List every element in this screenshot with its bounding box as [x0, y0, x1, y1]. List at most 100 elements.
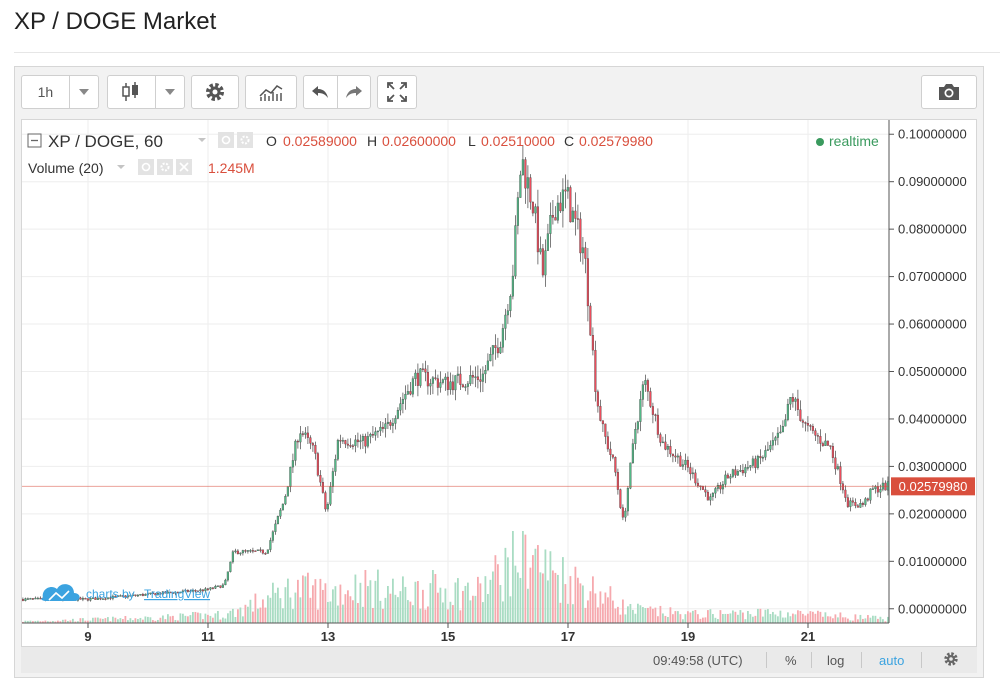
candle-body [721, 484, 724, 490]
candle-body [496, 347, 499, 354]
gear-icon[interactable] [157, 159, 173, 175]
price-tick-label: 0.07000000 [898, 269, 967, 284]
candle-body [171, 592, 174, 594]
price-axis-bg[interactable] [889, 120, 976, 646]
volume-bar [414, 581, 417, 623]
volume-bar [134, 618, 137, 623]
candle-body [726, 474, 729, 479]
candle-body [309, 437, 312, 444]
volume-bar [94, 617, 97, 623]
price-tick-label: 0.06000000 [898, 317, 967, 332]
camera-icon[interactable] [922, 76, 976, 108]
redo-icon[interactable] [336, 76, 370, 108]
candle-body [719, 485, 722, 490]
candle-body [641, 384, 644, 400]
volume-bar [157, 619, 159, 623]
volume-bar [52, 620, 54, 623]
candle-body [831, 446, 834, 458]
gear-icon[interactable] [192, 76, 238, 108]
volume-bar [879, 616, 882, 623]
candle-body [329, 486, 332, 505]
candle-body [636, 421, 639, 430]
gear-icon[interactable] [237, 132, 253, 148]
candle-body [236, 550, 239, 555]
candle-body [841, 483, 844, 491]
candlestick-icon[interactable] [108, 76, 155, 108]
volume-bar [302, 575, 304, 623]
close-icon-glyph [179, 162, 189, 172]
candle-body [469, 375, 472, 384]
candle-body [591, 335, 594, 351]
candle-body [84, 598, 87, 600]
chevron-down-icon[interactable] [198, 138, 206, 142]
fullscreen-icon[interactable] [378, 76, 416, 108]
tradingview-watermark[interactable]: charts by TradingView [41, 584, 210, 601]
volume-bar [212, 617, 214, 623]
price-chart[interactable]: 0.10000000 0.09000000 0.08000000 0.07000000… [21, 120, 976, 646]
volume-bar [884, 621, 887, 623]
candle-body [476, 376, 479, 380]
candle-body [261, 549, 264, 554]
chart-area[interactable]: 0.10000000 0.09000000 0.08000000 0.07000000… [21, 119, 977, 647]
candle-body [286, 486, 289, 497]
candle-body [304, 432, 307, 435]
volume-bar [757, 608, 759, 623]
candle-body [249, 550, 252, 552]
candle-body [254, 550, 257, 552]
volume-bar [389, 593, 392, 623]
time-axis[interactable]: 9 11 13 15 17 19 21 [84, 623, 815, 644]
volume-bar [647, 607, 649, 623]
candle-body [161, 591, 164, 595]
indicators-icon[interactable] [246, 76, 296, 108]
price-axis[interactable]: 0.10000000 0.09000000 0.08000000 0.07000000… [889, 127, 967, 617]
candle-body [146, 593, 149, 595]
gear-icon[interactable] [943, 651, 959, 670]
eye-icon[interactable] [138, 159, 154, 175]
volume-bar [734, 611, 737, 623]
candle-body [876, 486, 879, 493]
candle-body [426, 372, 429, 387]
volume-bar [629, 603, 632, 623]
chevron-down-icon[interactable] [68, 76, 98, 108]
volume-bar [24, 620, 27, 623]
volume-bar [379, 600, 382, 623]
volume-bar [722, 614, 724, 623]
undo-icon[interactable] [304, 76, 337, 108]
log-scale-button[interactable]: log [827, 653, 845, 668]
candle-body [776, 432, 779, 438]
candle-body [596, 391, 599, 407]
chevron-down-icon[interactable] [117, 165, 125, 169]
status-divider [766, 652, 767, 668]
candle-body [31, 598, 34, 600]
watermark-brand[interactable]: TradingView [144, 587, 210, 601]
volume-bar [562, 557, 564, 623]
candle-body [654, 414, 657, 416]
volume-bar [867, 615, 869, 623]
candle-body [869, 488, 872, 501]
price-tick-label: 0.10000000 [898, 127, 967, 142]
auto-scale-button[interactable]: auto [879, 653, 905, 668]
candle-body [189, 590, 192, 593]
low-label: L [468, 133, 476, 149]
candle-body [769, 445, 772, 450]
candle-body [316, 453, 319, 476]
candle-body [324, 492, 327, 510]
volume-bar [37, 620, 39, 623]
candle-body [124, 595, 127, 598]
chevron-down-icon[interactable] [154, 76, 184, 108]
volume-bar [684, 614, 687, 623]
time-tick-label: 11 [201, 629, 215, 644]
eye-icon[interactable] [218, 132, 234, 148]
volume-bar [554, 572, 557, 623]
volume-bar [392, 578, 394, 623]
candle-body [36, 597, 39, 600]
candle-body [444, 376, 447, 380]
volume-bar [149, 617, 152, 623]
volume-bar [839, 612, 842, 623]
legend-symbol[interactable]: XP / DOGE, 60 [48, 132, 163, 151]
volume-bar [744, 619, 747, 623]
percent-scale-button[interactable]: % [785, 653, 797, 668]
interval-button[interactable]: 1h [37, 84, 54, 100]
volume-legend-label[interactable]: Volume (20) [28, 160, 103, 176]
candle-body [751, 458, 754, 466]
